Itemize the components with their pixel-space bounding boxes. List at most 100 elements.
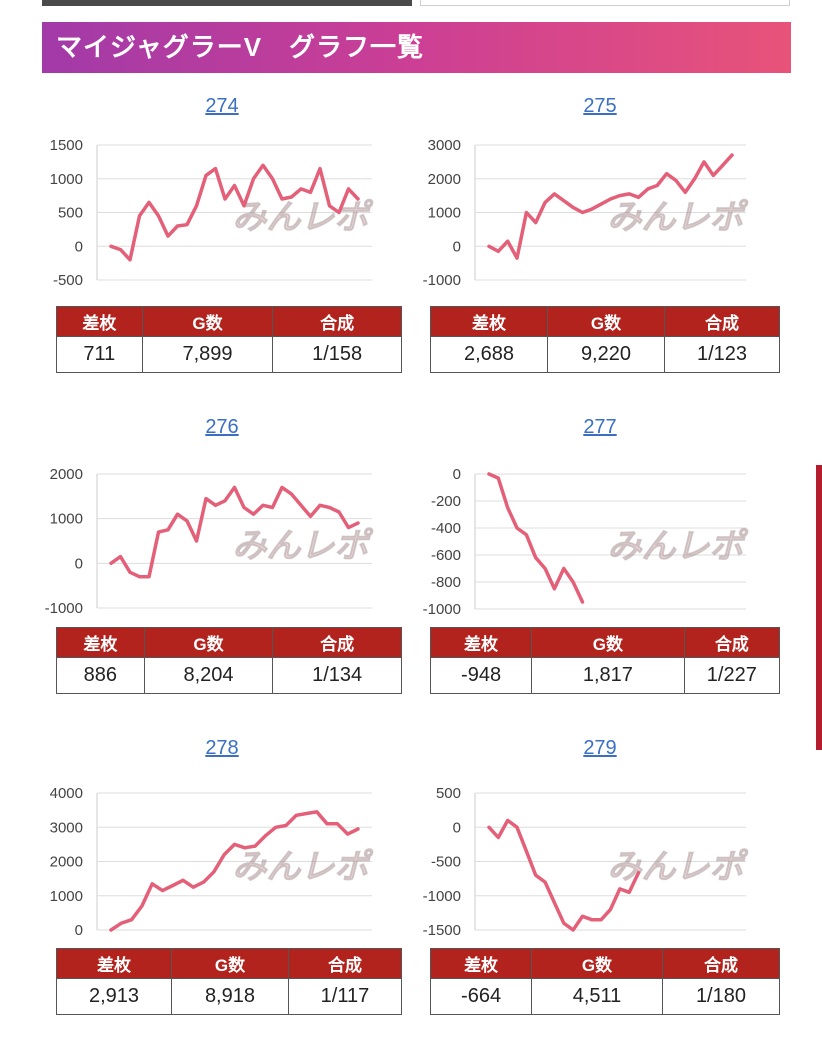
y-tick-label: -800 [431,574,461,591]
column-header-diff: 差枚 [56,627,145,658]
machine-number-link[interactable]: 279 [583,737,617,759]
machine-panel-279: 279 500 0 -500 -1000 -1500 みんレポ 差枚 G数 合成 -664 4,511… [420,737,781,1047]
y-tick-label: -1500 [423,922,461,939]
machine-panel-275: 275 3000 2000 1000 0 -1000 みんレポ差枚 G数 合成 2,688 9,22… [420,95,781,405]
stat-value-diff: 886 [56,657,145,694]
machine-number-link[interactable]: 274 [205,95,239,117]
column-header-diff: 差枚 [429,948,533,979]
stat-value-games: 8,204 [143,657,274,694]
line-chart: 3000 2000 1000 0 -1000 みんレポ [423,137,749,289]
stat-value-combined: 1/123 [663,336,781,373]
stat-value-games: 7,899 [141,336,274,373]
series-line [109,810,360,932]
column-header-games: G数 [171,948,289,979]
line-chart: 2000 1000 0 -1000 みんレポ [45,466,374,617]
series-line [487,153,734,260]
watermark-logo: みんレポ [608,527,749,567]
column-header-combined: 合成 [272,306,402,337]
stats-table: 差枚 G数 合成 -948 1,817 1/227 [429,627,781,694]
stats-table: 差枚 G数 合成 2,688 9,220 1/123 [430,306,781,373]
stats-table: 差枚 G数 合成 -664 4,511 1/180 [429,948,781,1015]
stat-value-combined: 1/180 [661,978,781,1015]
column-header-diff: 差枚 [55,948,173,979]
top-bar-right [420,0,790,6]
watermark-logo: みんレポ [233,847,374,887]
column-header-games: G数 [531,627,685,658]
y-tick-label: 3000 [428,137,461,154]
machine-panel-278: 278 4000 3000 2000 1000 0 みんレポ 差枚 G数 合成 2,913 8,918… [42,737,403,1047]
machine-number-link[interactable]: 275 [583,95,617,117]
y-tick-label: -200 [431,493,461,510]
page-title: マイジャグラーV グラフ一覧 [42,22,791,73]
y-tick-label: -1000 [423,601,461,618]
machine-panel-274: 274 1500 1000 500 0 -500 みんレポ 差枚 G数 合成 711 7,899 1/1… [42,95,402,405]
y-tick-label: 0 [75,922,83,939]
series-line [487,818,641,932]
stat-value-combined: 1/134 [272,657,402,694]
y-tick-label: 2000 [428,171,461,188]
stat-value-diff: -664 [429,978,533,1015]
top-bar-left [42,0,412,6]
column-header-games: G数 [143,627,274,658]
machine-number-link[interactable]: 277 [583,416,617,438]
column-header-combined: 合成 [683,627,781,658]
column-header-diff: 差枚 [56,306,143,337]
column-header-games: G数 [546,306,665,337]
column-header-games: G数 [141,306,274,337]
line-chart: 0 -200 -400 -600 -800 -1000 みんレポ [423,466,749,618]
series-line [109,163,360,262]
y-tick-label: -500 [431,854,461,871]
column-header-games: G数 [531,948,663,979]
stat-value-games: 9,220 [546,336,665,373]
column-header-diff: 差枚 [430,306,548,337]
series-line [109,485,360,579]
column-header-diff: 差枚 [429,627,533,658]
y-tick-label: 0 [453,238,461,255]
stat-value-combined: 1/117 [287,978,403,1015]
watermark-logo: みんレポ [608,198,749,238]
stat-value-diff: 711 [56,336,143,373]
y-tick-label: 4000 [50,785,83,802]
machine-panel-276: 276 2000 1000 0 -1000 みんレポ差枚 G数 合成 886 8,204 1/134 [42,416,402,726]
watermark-logo: みんレポ [608,847,749,887]
machine-number-link[interactable]: 276 [205,416,239,438]
column-header-combined: 合成 [272,627,402,658]
machine-number-wrap: 275 [420,95,780,118]
y-tick-label: 1000 [50,888,83,905]
y-tick-label: 2000 [50,466,83,483]
watermark-logo: みんレポ [233,198,374,238]
y-tick-label: -500 [53,272,83,289]
stat-value-combined: 1/227 [683,657,781,694]
y-tick-label: 0 [453,466,461,483]
stats-table: 差枚 G数 合成 2,913 8,918 1/117 [55,948,403,1015]
y-tick-label: 1000 [50,511,83,528]
y-tick-label: 2000 [50,854,83,871]
machine-number-wrap: 274 [42,95,402,118]
machine-number-link[interactable]: 278 [205,737,239,759]
machine-number-wrap: 276 [42,416,402,439]
y-tick-label: 3000 [50,819,83,836]
stat-value-diff: 2,913 [55,978,173,1015]
column-header-combined: 合成 [287,948,403,979]
machine-panel-277: 277 0 -200 -400 -600 -800 -1000 みんレポ 差枚 G数 合成 -948 1… [420,416,781,726]
y-tick-label: 1000 [50,171,83,188]
y-tick-label: 0 [75,238,83,255]
series-line [487,472,585,604]
y-tick-label: -1000 [423,272,461,289]
y-tick-label: 500 [58,205,83,222]
machine-number-wrap: 279 [420,737,780,760]
stats-table: 差枚 G数 合成 711 7,899 1/158 [56,306,402,373]
y-tick-label: -600 [431,547,461,564]
y-tick-label: -1000 [423,888,461,905]
side-accent-bar [816,465,822,750]
column-header-combined: 合成 [661,948,781,979]
y-tick-label: -1000 [45,600,83,617]
y-tick-label: 1000 [428,205,461,222]
y-tick-label: 0 [75,555,83,572]
machine-number-wrap: 277 [420,416,780,439]
stat-value-diff: -948 [429,657,533,694]
line-chart: 500 0 -500 -1000 -1500 みんレポ [423,785,749,939]
line-chart: 1500 1000 500 0 -500 みんレポ [50,137,374,289]
watermark-logo: みんレポ [233,526,374,566]
machine-number-wrap: 278 [42,737,402,760]
